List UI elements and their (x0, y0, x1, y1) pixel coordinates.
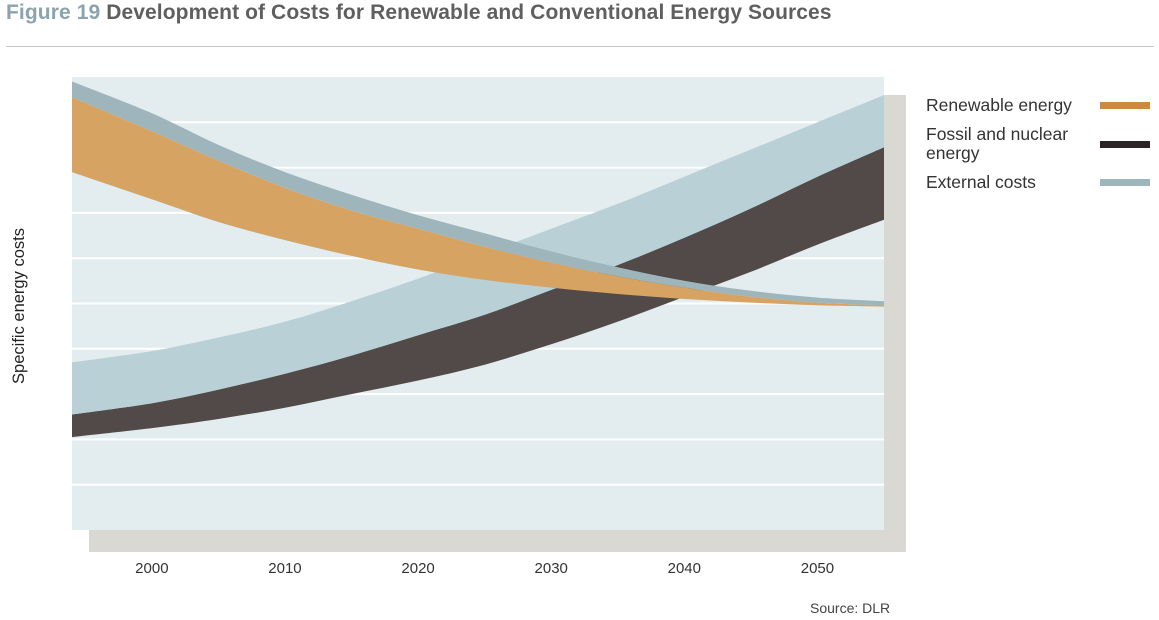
x-tick-label: 2030 (535, 560, 568, 577)
legend-swatch-fossil (1100, 141, 1150, 148)
figure-title: Figure 19 Development of Costs for Renew… (6, 1, 832, 25)
band-renewable-energy (72, 97, 884, 307)
x-tick-label: 2000 (135, 560, 168, 577)
y-axis-label: Specific energy costs (10, 228, 28, 384)
source-note: Source: DLR (810, 600, 891, 616)
band-fossil-nuclear-energy (72, 147, 884, 438)
series-bands (72, 81, 884, 438)
figure-title-text: Development of Costs for Renewable and C… (106, 1, 832, 24)
title-divider (6, 46, 1154, 47)
x-tick-label: 2010 (268, 560, 301, 577)
x-tick-label: 2040 (668, 560, 701, 577)
legend-swatch-renewable (1100, 102, 1150, 109)
x-axis-ticks: 2000 2010 2020 2030 2040 2050 (135, 560, 834, 577)
band-external-costs-conventional (72, 95, 884, 415)
legend-label: External costs (926, 172, 1036, 192)
legend-label: Fossil and nuclear energy (926, 124, 1069, 163)
legend-item-fossil: Fossil and nuclear energy (926, 124, 1150, 163)
figure-number: Figure 19 (6, 1, 101, 24)
legend-item-renewable: Renewable energy (926, 95, 1150, 115)
x-tick-label: 2020 (401, 560, 434, 577)
legend-swatch-external (1100, 179, 1150, 186)
legend-item-external: External costs (926, 172, 1150, 192)
x-tick-label: 2050 (801, 560, 834, 577)
legend-label: Renewable energy (926, 95, 1072, 115)
